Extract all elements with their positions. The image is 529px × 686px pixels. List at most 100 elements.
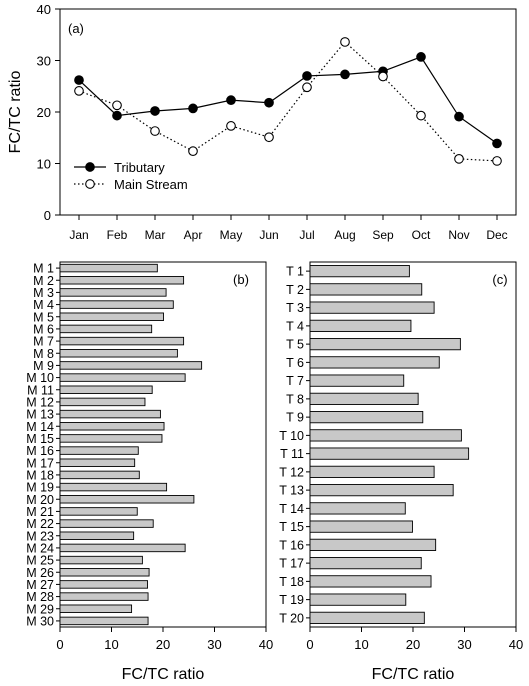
panel-b-category-label: M 4: [33, 298, 54, 312]
panel-b-bar: [59, 336, 185, 346]
panel-b-category-label: M 27: [26, 578, 54, 592]
panel-b-category-label: M 24: [26, 541, 54, 555]
panel-a-series-line-1: [78, 41, 498, 162]
panel-b-x-tick-label: 40: [259, 637, 273, 652]
panel-c-category-label: T 20: [279, 611, 304, 625]
panel-b-bar: [59, 531, 135, 540]
panel-a-series-1-point: [454, 154, 464, 164]
panel-c-bar: [309, 356, 440, 369]
panel-b-x-tick-label: 10: [104, 637, 118, 652]
panel-c-bar: [309, 465, 435, 478]
panel-b-category-label: M 19: [26, 481, 54, 495]
panel-a-legend-label-0: Tributary: [114, 160, 165, 175]
panel-c-bar: [309, 575, 432, 588]
panel-c-bar: [309, 374, 405, 387]
panel-c-bar: [309, 411, 424, 424]
panel-c-bar: [309, 447, 470, 460]
panel-c-category-label: T 4: [286, 319, 304, 333]
panel-b-bar: [59, 422, 165, 431]
panel-b-category-label: M 3: [33, 286, 54, 300]
panel-c-category-label: T 17: [279, 557, 304, 571]
panel-a-x-tick-label: Mar: [145, 228, 166, 242]
panel-a-series-0-point: [340, 69, 350, 80]
panel-b-category-label: M 13: [26, 408, 54, 422]
panel-b-category-label: M 30: [26, 614, 54, 628]
panel-c-category-label: T 19: [279, 593, 304, 607]
panel-b-bar: [59, 604, 133, 613]
panel-a-series: [74, 37, 502, 166]
panel-b-bar: [59, 482, 168, 492]
panel-b-bars: M 1M 2M 3M 4M 5M 6M 7M 8M 9M 10M 11M 12M…: [26, 262, 273, 652]
panel-b-category-label: M 26: [26, 566, 54, 580]
panel-b-bar: [59, 300, 174, 309]
panel-b-bar: [59, 555, 143, 565]
panel-a-series-0-point: [112, 110, 122, 121]
panel-b-bar: [59, 312, 164, 321]
panel-b-bar: [59, 519, 154, 528]
panel-b-category-label: M 5: [33, 310, 54, 324]
panel-a-series-0-point: [454, 111, 464, 122]
panel-b-bar: [59, 592, 149, 601]
panel-b-category-label: M 8: [33, 347, 54, 361]
panel-a-y-tick-label: 40: [37, 2, 51, 17]
panel-b-bar: [59, 288, 167, 297]
panel-b-category-label: M 11: [27, 383, 54, 397]
panel-a-x-tick-label: Jan: [69, 228, 88, 242]
panel-c-category-label: T 13: [279, 484, 304, 498]
panel-a-series-1-point: [416, 110, 426, 121]
panel-c-bar: [309, 593, 407, 606]
panel-c-bar: [309, 319, 412, 332]
panel-b-bar: [59, 385, 153, 394]
panel-c-bars: T 1 T 2 T 3 T 4 T 5 T 6 T 7 T 8 T 9 T 10 T 11 T 12 T…: [279, 265, 523, 652]
panel-b-x-tick-label: 30: [207, 637, 221, 652]
panel-c-bar: [309, 502, 406, 515]
panel-c-label: (c): [492, 272, 507, 287]
panel-b-bar: [59, 409, 161, 419]
panel-b-x-tick-label: 20: [156, 637, 170, 652]
panel-a-series-0-point: [302, 71, 312, 81]
panel-b-category-label: M 15: [26, 432, 54, 446]
panel-b-bar: [59, 580, 149, 589]
panel-c-x-tick-label: 0: [306, 637, 313, 652]
panel-a-legend-marker-1: [85, 179, 95, 189]
panel-b-category-label: M 20: [26, 493, 54, 507]
panel-b-bar: [59, 616, 149, 626]
panel-a-x-tick-label: Aug: [334, 228, 355, 242]
panel-a-legend-marker-0: [85, 162, 95, 172]
panel-c-x-tick-label: 10: [354, 637, 368, 652]
panel-a-series-1-point: [264, 132, 274, 143]
panel-a-x-tick-label: Sep: [372, 228, 394, 242]
panel-a-series-1-point: [340, 37, 350, 47]
panel-a-y-tick-label: 0: [44, 208, 51, 223]
panel-a-series-1-point: [226, 121, 236, 131]
panel-a-y-tick-label: 10: [37, 157, 51, 172]
panel-b-category-label: M 9: [33, 359, 54, 373]
panel-a-ticks: 0 10 20 30 40 Jan Feb Mar Apr May Jun Jul Aug Sep Oct N…: [37, 2, 508, 242]
panel-c-x-axis-label: FC/TC ratio: [372, 666, 455, 683]
panel-a-y-tick-label: 30: [37, 54, 51, 69]
panel-b-category-label: M 25: [26, 554, 54, 568]
panel-a-legend-label-1: Main Stream: [114, 177, 188, 192]
panel-a-x-tick-label: Dec: [486, 228, 507, 242]
panel-b-bar: [59, 495, 195, 504]
panel-c-bar: [309, 557, 422, 570]
panel-b-bar: [59, 507, 138, 516]
panel-b-category-label: M 17: [26, 456, 54, 470]
panel-c-category-label: T 15: [279, 520, 304, 534]
panel-b-bar: [59, 263, 158, 273]
panel-a-y-tick-label: 20: [37, 105, 51, 120]
panel-a-x-tick-label: Oct: [412, 228, 431, 242]
panel-a-x-tick-label: Jul: [299, 228, 314, 242]
panel-c-category-label: T 3: [286, 301, 304, 315]
panel-c-x-tick-label: 30: [457, 637, 471, 652]
panel-c-bar: [309, 538, 437, 551]
panel-a-series-line-0: [78, 56, 498, 144]
panel-b-category-label: M 2: [33, 274, 54, 288]
panel-a-line-chart: (a) FC/TC ratio 0 10 20 30 40 Jan Feb Mar Apr May…: [7, 2, 517, 242]
panel-a-legend: Tributary Main Stream: [74, 160, 188, 192]
panel-c-bar: [309, 611, 425, 624]
panel-c-category-label: T 10: [279, 429, 304, 443]
panel-c-bar: [309, 338, 461, 351]
panel-b-category-label: M 29: [26, 602, 54, 616]
panel-b-bar: [59, 470, 140, 480]
